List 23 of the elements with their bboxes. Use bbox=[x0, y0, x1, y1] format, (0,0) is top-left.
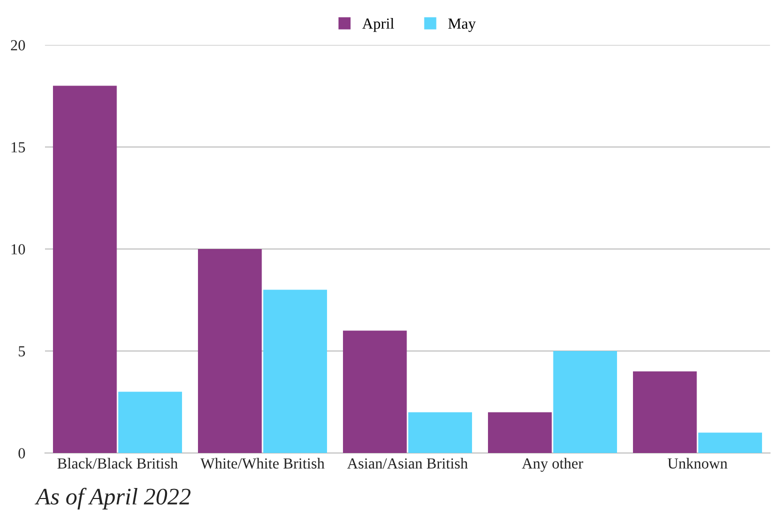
bar bbox=[263, 290, 328, 453]
legend-label: April bbox=[362, 18, 394, 32]
text: As of April 2022 bbox=[34, 488, 191, 510]
x-tick-label: Unknown bbox=[668, 458, 728, 469]
bar bbox=[342, 330, 407, 453]
y-tick-label: 20 bbox=[10, 40, 25, 50]
bar bbox=[118, 392, 182, 453]
x-tick-label: Any other bbox=[522, 458, 584, 472]
x-tick-label: White/White British bbox=[200, 458, 324, 469]
bar bbox=[553, 351, 618, 453]
y-tick-label: 10 bbox=[12, 244, 25, 254]
bar bbox=[408, 412, 472, 453]
bar bbox=[198, 249, 262, 453]
y-tick-label: 5 bbox=[18, 346, 25, 356]
bar bbox=[52, 86, 117, 453]
x-tick-label: Black/Black British bbox=[57, 458, 178, 469]
y-tick-label: 15 bbox=[12, 142, 25, 152]
bar bbox=[488, 412, 552, 453]
bar bbox=[632, 371, 697, 453]
x-tick-label: Asian/Asian British bbox=[347, 458, 468, 469]
legend-label: May bbox=[448, 18, 476, 32]
y-tick-label: 0 bbox=[18, 448, 25, 458]
bar bbox=[698, 432, 762, 453]
